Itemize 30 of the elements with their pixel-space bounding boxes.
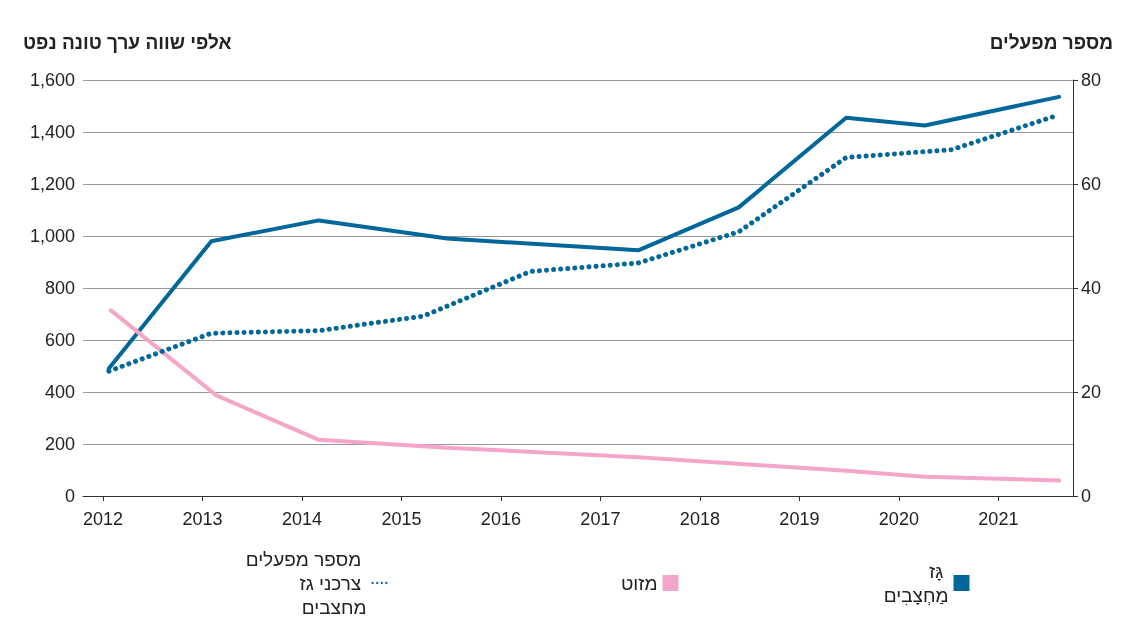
y-tick-label: 0 [64, 486, 75, 506]
y2-axis-title: מספר מפעלים [989, 32, 1113, 53]
y-tick-label: 1,200 [29, 174, 75, 194]
x-tick-label: 2017 [580, 509, 621, 529]
y-axis-title: אלפי שווה ערך טונה נפט [23, 32, 232, 53]
x-tick-label: 2016 [480, 509, 521, 529]
y2-tick-label: 80 [1081, 70, 1102, 90]
y-tick-label: 600 [44, 330, 75, 350]
x-tick-label: 2021 [978, 509, 1019, 529]
x-tick-label: 2013 [182, 509, 223, 529]
line-series [108, 308, 1062, 483]
y-tick-label: 200 [44, 434, 75, 454]
legend-label: מספר מפעלים צרכני גז מחצבים [245, 548, 367, 618]
y2-tick-label: 0 [1081, 486, 1092, 506]
y-tick-label: 800 [44, 278, 75, 298]
x-tick-label: 2012 [82, 509, 123, 529]
y-tick-label: 400 [44, 382, 75, 402]
x-tick-label: 2020 [878, 509, 919, 529]
x-tick-label: 2014 [281, 509, 322, 529]
x-tick-label: 2015 [381, 509, 422, 529]
legend-label: מזוט [620, 572, 658, 594]
legend-label: גָּז מַחְצָבִים [883, 560, 949, 606]
y2-tick-label: 40 [1081, 278, 1102, 298]
x-tick-label: 2018 [679, 509, 720, 529]
y-tick-label: 1,600 [29, 70, 75, 90]
x-tick-label: 2019 [779, 509, 820, 529]
y-tick-label: 1,400 [29, 122, 75, 142]
y2-tick-label: 20 [1081, 382, 1102, 402]
y-tick-label: 1,000 [29, 226, 75, 246]
y2-tick-label: 60 [1081, 174, 1102, 194]
